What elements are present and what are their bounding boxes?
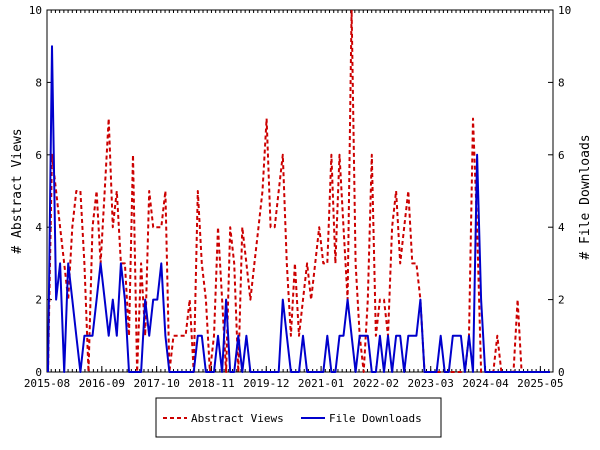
legend-label-file-downloads: File Downloads — [329, 412, 422, 425]
legend-label-abstract-views: Abstract Views — [191, 412, 284, 425]
y-right-tick-label: 6 — [558, 149, 565, 162]
y-left-tick-label: 10 — [29, 4, 42, 17]
series-line-file-downloads — [47, 45, 550, 373]
x-tick-label: 2017-10 — [133, 377, 179, 390]
y-right-tick-label: 10 — [558, 4, 571, 17]
series-layer — [47, 9, 550, 373]
y-right-tick-label: 4 — [558, 221, 565, 234]
y-left-tick-label: 8 — [35, 76, 42, 89]
y-left-tick-label: 6 — [35, 149, 42, 162]
y-right-tick-label: 0 — [558, 366, 565, 379]
y-right-tick-label: 8 — [558, 76, 565, 89]
x-tick-label: 2025-05 — [517, 377, 563, 390]
x-tick-label: 2018-11 — [188, 377, 234, 390]
series-line-abstract-views — [47, 9, 550, 373]
x-tick-label: 2016-09 — [79, 377, 125, 390]
legend: Abstract Views File Downloads — [155, 397, 442, 438]
y-right-tick-label: 2 — [558, 294, 565, 307]
x-tick-label: 2015-08 — [24, 377, 70, 390]
x-tick-label: 2024-04 — [462, 377, 509, 390]
y-left-tick-label: 0 — [35, 366, 42, 379]
y-right-axis-label: # File Downloads — [578, 134, 593, 259]
y-left-axis-label: # Abstract Views — [10, 128, 25, 253]
y-left-tick-label: 2 — [35, 294, 42, 307]
y-left-tick-label: 4 — [35, 221, 42, 234]
x-tick-label: 2019-12 — [243, 377, 289, 390]
x-tick-label: 2022-02 — [353, 377, 399, 390]
legend-box — [155, 397, 442, 438]
x-tick-label: 2021-01 — [298, 377, 344, 390]
y-axis-ticks: 0 2 4 6 8 10 0 2 4 6 8 10 — [29, 4, 572, 379]
x-axis-ticks: 2015-08 2016-09 2017-10 2018-11 2019-12 2021-… — [24, 10, 564, 390]
x-tick-label: 2023-03 — [408, 377, 454, 390]
